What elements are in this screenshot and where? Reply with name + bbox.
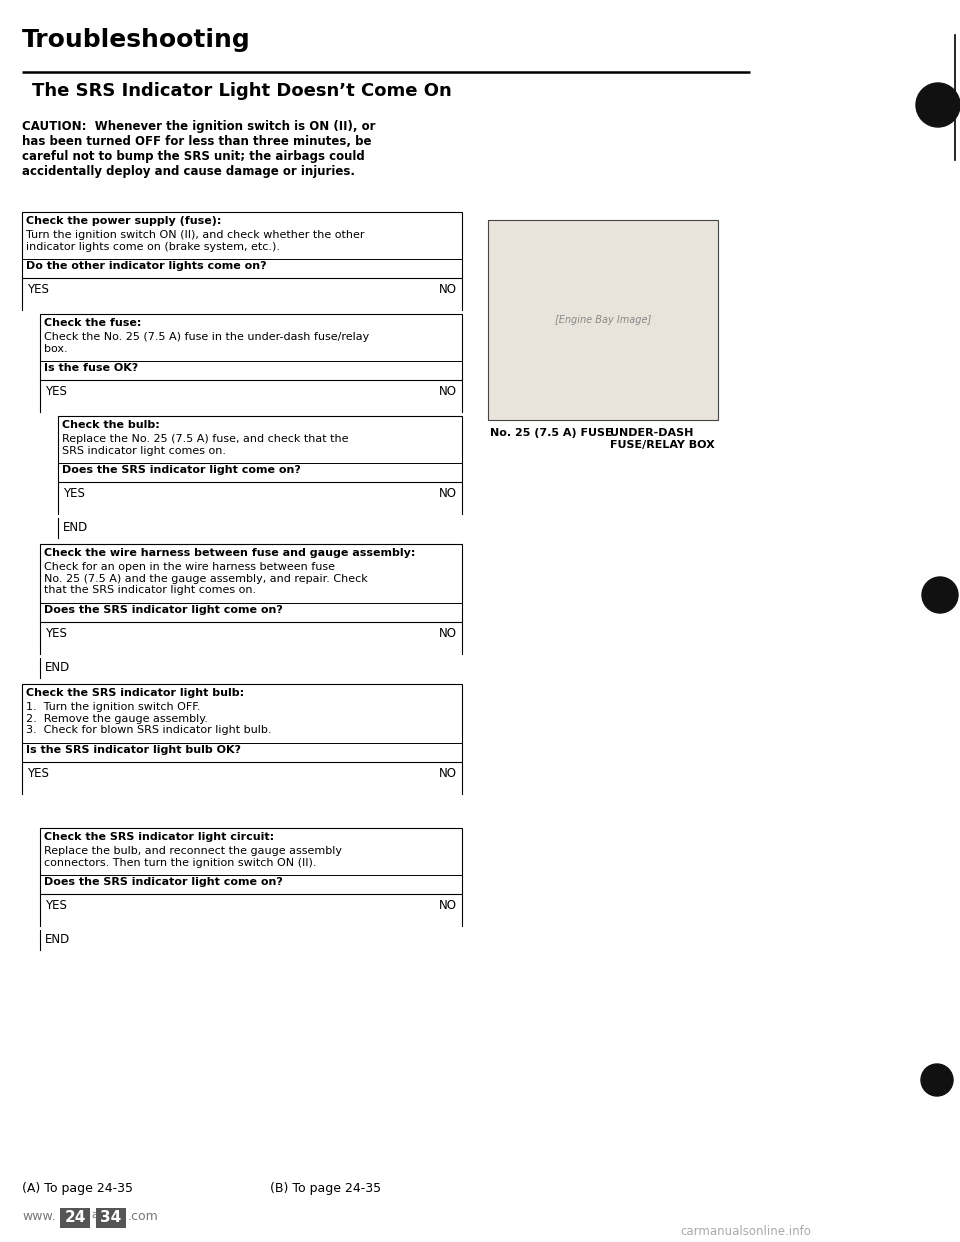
Text: www.: www.: [22, 1210, 56, 1223]
Text: NO: NO: [439, 627, 457, 640]
Text: Is the fuse OK?: Is the fuse OK?: [44, 363, 138, 373]
Text: .com: .com: [128, 1210, 158, 1223]
Text: END: END: [45, 661, 70, 674]
Text: YES: YES: [27, 283, 49, 296]
Text: UNDER-DASH
FUSE/RELAY BOX: UNDER-DASH FUSE/RELAY BOX: [610, 428, 715, 450]
Text: Check the wire harness between fuse and gauge assembly:: Check the wire harness between fuse and …: [44, 548, 416, 558]
Text: Check the No. 25 (7.5 A) fuse in the under-dash fuse/relay
box.: Check the No. 25 (7.5 A) fuse in the und…: [44, 332, 370, 354]
Text: 24: 24: [64, 1211, 85, 1226]
Text: (B) To page 24-35: (B) To page 24-35: [270, 1182, 381, 1195]
Text: NO: NO: [439, 385, 457, 397]
Circle shape: [916, 83, 960, 127]
Text: Check the bulb:: Check the bulb:: [62, 420, 159, 430]
Text: carmanualsonline.info: carmanualsonline.info: [680, 1225, 811, 1238]
Text: NO: NO: [439, 768, 457, 780]
Bar: [488, 220, 718, 420]
Text: END: END: [63, 520, 88, 534]
Bar: [60, 1208, 90, 1228]
Text: Troubleshooting: Troubleshooting: [22, 29, 251, 52]
Text: NO: NO: [439, 487, 457, 501]
Text: Does the SRS indicator light come on?: Does the SRS indicator light come on?: [44, 605, 283, 615]
Text: Do the other indicator lights come on?: Do the other indicator lights come on?: [26, 261, 267, 271]
Text: Replace the bulb, and reconnect the gauge assembly
connectors. Then turn the ign: Replace the bulb, and reconnect the gaug…: [44, 846, 342, 868]
Circle shape: [922, 578, 958, 614]
Text: NO: NO: [439, 283, 457, 296]
Text: Turn the ignition switch ON (II), and check whether the other
indicator lights c: Turn the ignition switch ON (II), and ch…: [26, 230, 365, 252]
Bar: [96, 1208, 126, 1228]
Circle shape: [921, 1064, 953, 1095]
Bar: [40, 544, 462, 622]
Bar: [40, 314, 462, 380]
Text: END: END: [45, 933, 70, 946]
Text: (A) To page 24-35: (A) To page 24-35: [22, 1182, 133, 1195]
Text: YES: YES: [27, 768, 49, 780]
Text: No. 25 (7.5 A) FUSE: No. 25 (7.5 A) FUSE: [490, 428, 612, 438]
Text: Check the SRS indicator light bulb:: Check the SRS indicator light bulb:: [26, 688, 244, 698]
Text: NO: NO: [439, 899, 457, 912]
Text: Check for an open in the wire harness between fuse
No. 25 (7.5 A) and the gauge : Check for an open in the wire harness be…: [44, 561, 368, 595]
Text: Does the SRS indicator light come on?: Does the SRS indicator light come on?: [44, 877, 283, 887]
Text: CAUTION:  Whenever the ignition switch is ON (II), or
has been turned OFF for le: CAUTION: Whenever the ignition switch is…: [22, 120, 375, 178]
Text: Check the fuse:: Check the fuse:: [44, 318, 141, 328]
Text: YES: YES: [63, 487, 84, 501]
Bar: [58, 416, 462, 482]
Text: 34: 34: [101, 1211, 122, 1226]
Text: Is the SRS indicator light bulb OK?: Is the SRS indicator light bulb OK?: [26, 745, 241, 755]
Text: 1.  Turn the ignition switch OFF.
2.  Remove the gauge assembly.
3.  Check for b: 1. Turn the ignition switch OFF. 2. Remo…: [26, 702, 272, 735]
Bar: [40, 828, 462, 894]
Text: Check the power supply (fuse):: Check the power supply (fuse):: [26, 216, 222, 226]
Text: Does the SRS indicator light come on?: Does the SRS indicator light come on?: [62, 465, 300, 474]
Text: YES: YES: [45, 385, 67, 397]
Text: and: and: [91, 1210, 112, 1220]
Text: Check the SRS indicator light circuit:: Check the SRS indicator light circuit:: [44, 832, 275, 842]
Bar: [22, 212, 462, 278]
Text: [Engine Bay Image]: [Engine Bay Image]: [555, 315, 651, 325]
Bar: [22, 684, 462, 763]
Text: YES: YES: [45, 899, 67, 912]
Text: YES: YES: [45, 627, 67, 640]
Text: Replace the No. 25 (7.5 A) fuse, and check that the
SRS indicator light comes on: Replace the No. 25 (7.5 A) fuse, and che…: [62, 433, 348, 456]
Text: The SRS Indicator Light Doesn’t Come On: The SRS Indicator Light Doesn’t Come On: [32, 82, 452, 101]
